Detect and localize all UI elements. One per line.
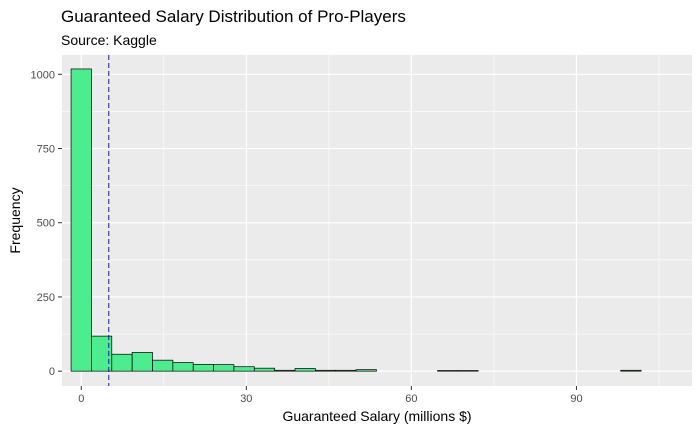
histogram-bar <box>172 362 194 372</box>
y-tick-label: 500 <box>37 218 55 230</box>
histogram-bar <box>355 369 377 372</box>
plot-panel <box>62 55 692 386</box>
x-axis-ticks: 0 30 60 90 <box>78 386 583 405</box>
y-tick-label: 250 <box>37 292 55 304</box>
x-axis-title: Guaranteed Salary (millions $) <box>282 408 471 424</box>
y-axis-title: Frequency <box>7 187 23 253</box>
histogram-bars <box>70 68 642 372</box>
histogram-bar <box>274 369 296 372</box>
histogram-bar <box>152 359 174 372</box>
major-gridlines <box>62 55 692 386</box>
y-tick-label: 1000 <box>31 69 55 81</box>
histogram-bar <box>213 364 235 372</box>
x-tick-label: 30 <box>240 393 252 405</box>
x-tick-label: 60 <box>405 393 417 405</box>
x-tick-label: 0 <box>78 393 84 405</box>
histogram-bar <box>253 367 276 372</box>
chart-subtitle: Source: Kaggle <box>61 32 157 48</box>
y-axis-ticks: 0 250 500 750 1000 <box>31 69 62 378</box>
histogram-bar <box>315 369 337 372</box>
chart-title: Guaranteed Salary Distribution of Pro-Pl… <box>61 7 406 26</box>
y-tick-label: 0 <box>49 366 55 378</box>
histogram-bar <box>131 352 153 372</box>
histogram-bar <box>294 368 316 372</box>
histogram-bar <box>335 369 357 372</box>
histogram-bar <box>233 366 255 372</box>
y-tick-label: 750 <box>37 144 55 156</box>
histogram-bar <box>111 353 133 372</box>
x-tick-label: 90 <box>570 393 582 405</box>
histogram-bar <box>70 68 92 372</box>
histogram-bar <box>620 369 642 372</box>
histogram-bar <box>192 363 214 372</box>
minor-gridlines <box>62 55 692 386</box>
histogram-bar <box>91 335 113 372</box>
histogram-bar <box>437 370 459 372</box>
histogram-bar <box>457 370 479 372</box>
